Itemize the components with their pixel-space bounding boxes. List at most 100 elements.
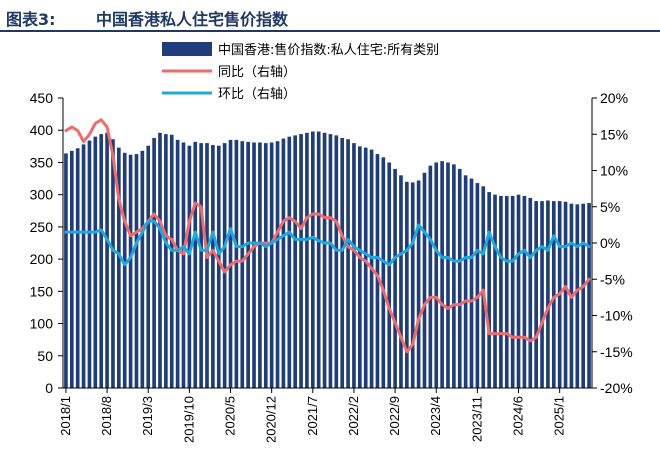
bar-2019/6 bbox=[164, 134, 168, 388]
header-rule bbox=[0, 30, 660, 32]
left-tick-label: 50 bbox=[37, 348, 53, 364]
left-tick-label: 200 bbox=[30, 251, 54, 267]
x-tick-label: 2020/5 bbox=[223, 396, 238, 436]
x-tick-label: 2019/10 bbox=[181, 396, 196, 443]
bar-2022/10 bbox=[399, 175, 403, 388]
bar-2019/7 bbox=[169, 134, 174, 388]
left-tick-label: 0 bbox=[45, 380, 53, 396]
bar-2021/1 bbox=[275, 141, 280, 388]
bar-2019/3 bbox=[146, 145, 151, 388]
bar-2023/10 bbox=[469, 178, 474, 388]
bar-2018/7 bbox=[99, 134, 104, 388]
bar-2021/5 bbox=[299, 134, 303, 388]
x-tick-label: 2021/7 bbox=[305, 396, 320, 436]
bar-2022/3 bbox=[358, 146, 362, 388]
left-tick-label: 350 bbox=[30, 154, 54, 170]
axes: 0 50 100 150 200 250 300 350 400 450 -20% -15% -10% -… bbox=[30, 90, 633, 443]
bar-2024/10 bbox=[540, 201, 544, 388]
bar-2020/9 bbox=[252, 142, 256, 388]
bar-2021/10 bbox=[328, 134, 333, 388]
bar-2022/9 bbox=[393, 168, 397, 388]
bar-2021/6 bbox=[305, 132, 309, 388]
left-tick-label: 450 bbox=[30, 90, 54, 106]
bar-2018/8 bbox=[105, 132, 109, 388]
bar-2020/7 bbox=[240, 141, 245, 388]
bar-2020/4 bbox=[222, 143, 227, 388]
bar-2022/2 bbox=[352, 143, 356, 388]
right-tick-label: 5% bbox=[600, 199, 620, 215]
right-tick-label: -5% bbox=[600, 271, 625, 287]
bar-2024/1 bbox=[487, 192, 491, 388]
bar-2019/12 bbox=[199, 143, 203, 388]
bar-2019/1 bbox=[134, 154, 139, 388]
bar-2018/10 bbox=[117, 147, 121, 388]
bar-2023/6 bbox=[446, 162, 450, 388]
bar-2024/4 bbox=[504, 195, 509, 388]
x-tick-label: 2020/12 bbox=[264, 396, 279, 443]
legend-label-mom: 环比（右轴） bbox=[218, 87, 296, 102]
line-series bbox=[64, 118, 591, 354]
bar-2020/6 bbox=[234, 139, 239, 388]
mom-line bbox=[64, 219, 591, 267]
left-tick-label: 250 bbox=[30, 219, 54, 235]
figure-title: 中国香港私人住宅售价指数 bbox=[96, 10, 289, 29]
bar-2020/8 bbox=[246, 141, 250, 388]
bar-2024/2 bbox=[493, 194, 497, 388]
bar-2025/4 bbox=[575, 204, 580, 388]
x-tick-label: 2019/3 bbox=[140, 396, 155, 436]
x-tick-label: 2022/9 bbox=[387, 396, 402, 436]
bar-2022/1 bbox=[346, 139, 350, 388]
x-tick-label: 2024/6 bbox=[511, 396, 526, 436]
bar-2023/11 bbox=[475, 183, 480, 388]
bar-2019/4 bbox=[152, 137, 156, 388]
right-tick-label: 15% bbox=[600, 126, 628, 142]
bar-2023/9 bbox=[463, 175, 468, 388]
bar-2023/3 bbox=[428, 165, 433, 388]
right-tick-label: -15% bbox=[600, 344, 633, 360]
figure-header: 图表3: 中国香港私人住宅售价指数 bbox=[0, 0, 660, 30]
bar-2024/9 bbox=[534, 201, 538, 388]
bar-2023/5 bbox=[440, 161, 444, 388]
bar-2020/3 bbox=[216, 145, 221, 388]
x-tick-label: 2023/4 bbox=[428, 396, 443, 436]
bar-2021/12 bbox=[340, 137, 345, 388]
bar-2021/3 bbox=[287, 136, 292, 388]
bar-2021/11 bbox=[334, 135, 339, 388]
bar-2018/3 bbox=[75, 148, 80, 388]
bar-2019/8 bbox=[175, 139, 180, 388]
legend-swatch-price-index bbox=[162, 42, 212, 56]
bar-2024/6 bbox=[516, 194, 521, 388]
bar-2022/8 bbox=[387, 162, 392, 388]
bar-2022/11 bbox=[405, 181, 409, 388]
bar-2021/2 bbox=[281, 138, 286, 388]
bar-2020/2 bbox=[211, 145, 215, 388]
figure-label: 图表3: bbox=[6, 10, 56, 29]
bar-2019/10 bbox=[187, 145, 192, 388]
bar-2023/12 bbox=[481, 186, 486, 388]
bar-2024/7 bbox=[522, 195, 527, 388]
bar-2024/3 bbox=[499, 195, 503, 388]
right-tick-label: 20% bbox=[600, 90, 628, 106]
bar-2022/12 bbox=[410, 182, 415, 388]
bar-2024/5 bbox=[510, 195, 515, 388]
bar-2019/2 bbox=[140, 150, 145, 388]
bar-2023/7 bbox=[452, 164, 456, 388]
bar-2021/8 bbox=[316, 131, 321, 388]
legend-label-price-index: 中国香港:售价指数:私人住宅:所有类别 bbox=[218, 42, 439, 58]
bar-series bbox=[64, 131, 591, 388]
bar-2023/8 bbox=[457, 168, 462, 388]
bar-2018/1 bbox=[64, 153, 68, 388]
bar-2019/9 bbox=[181, 142, 186, 388]
bar-2020/10 bbox=[258, 142, 262, 388]
bar-2018/4 bbox=[81, 144, 86, 388]
bar-2020/12 bbox=[269, 142, 274, 388]
right-tick-label: 0% bbox=[600, 235, 620, 251]
x-tick-label: 2022/2 bbox=[346, 396, 361, 436]
bar-2025/2 bbox=[563, 201, 568, 388]
bar-2018/6 bbox=[93, 136, 98, 388]
yoy-line bbox=[64, 118, 591, 354]
left-tick-label: 100 bbox=[30, 316, 54, 332]
bar-2021/9 bbox=[322, 132, 327, 388]
bar-2018/12 bbox=[128, 154, 133, 388]
